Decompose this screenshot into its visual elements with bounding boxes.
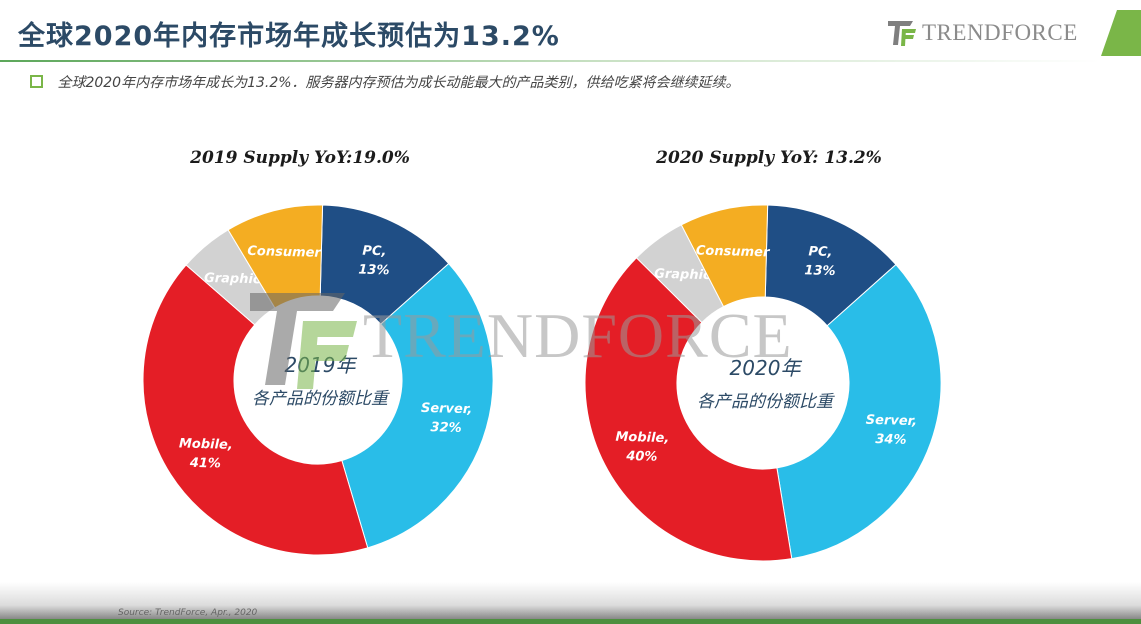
- slice-mobile: [584, 257, 793, 562]
- source-note: Source: TrendForce, Apr., 2020: [118, 608, 258, 618]
- slice-label-server: Server,32%: [420, 401, 472, 436]
- slice-label-graphic: Graphic: [654, 267, 711, 283]
- slice-label-mobile: Mobile,40%: [615, 430, 670, 465]
- slice-label-graphic: Graphic: [204, 271, 261, 287]
- slice-label-pc: PC,13%: [358, 244, 390, 279]
- donut-chart-0: PC,13% Server,32% Mobile,41% Graphic Consume…: [142, 204, 494, 556]
- slice-label-consumer: Consumer: [247, 244, 322, 261]
- footer-band: [0, 582, 1141, 624]
- slice-mobile: [142, 264, 369, 556]
- center-caption-label: 各产品的份额比重: [252, 389, 390, 409]
- corner-accent-shape: [1101, 10, 1141, 56]
- subtitle: 全球2020年内存市场年成长为13.2%．服务器内存预估为成长动能最大的产品类别…: [30, 72, 740, 92]
- slice-label-pc: PC,13%: [804, 244, 836, 279]
- slice-label-consumer: Consumer: [696, 243, 771, 260]
- title-underline: [0, 60, 1100, 62]
- slice-label-server: Server,34%: [865, 413, 917, 448]
- chart-title-2019: 2019 Supply YoY:19.0%: [190, 148, 410, 168]
- bullet-square-icon: [30, 75, 43, 88]
- donut-chart-1: PC,13% Server,34% Mobile,40% Graphic Consume…: [584, 204, 942, 562]
- trendforce-logo: TRENDFORCE: [886, 18, 1077, 50]
- slice-consumer: [680, 204, 769, 308]
- trendforce-logo-icon: [888, 21, 916, 46]
- logo-text: TRENDFORCE: [922, 20, 1078, 45]
- slice-server: [341, 262, 494, 549]
- chart-title-2020: 2020 Supply YoY: 13.2%: [656, 148, 882, 168]
- slide-title: 全球2020年内存市场年成长预估为13.2%: [18, 21, 560, 52]
- footer-line: [0, 619, 1141, 624]
- slice-label-mobile: Mobile,41%: [178, 436, 233, 471]
- center-year-label: 2020年: [730, 356, 803, 380]
- subtitle-text: 全球2020年内存市场年成长为13.2%．服务器内存预估为成长动能最大的产品类别…: [57, 75, 740, 91]
- center-caption-label: 各产品的份额比重: [697, 392, 835, 412]
- slice-server: [776, 263, 942, 560]
- center-year-label: 2019年: [285, 353, 358, 377]
